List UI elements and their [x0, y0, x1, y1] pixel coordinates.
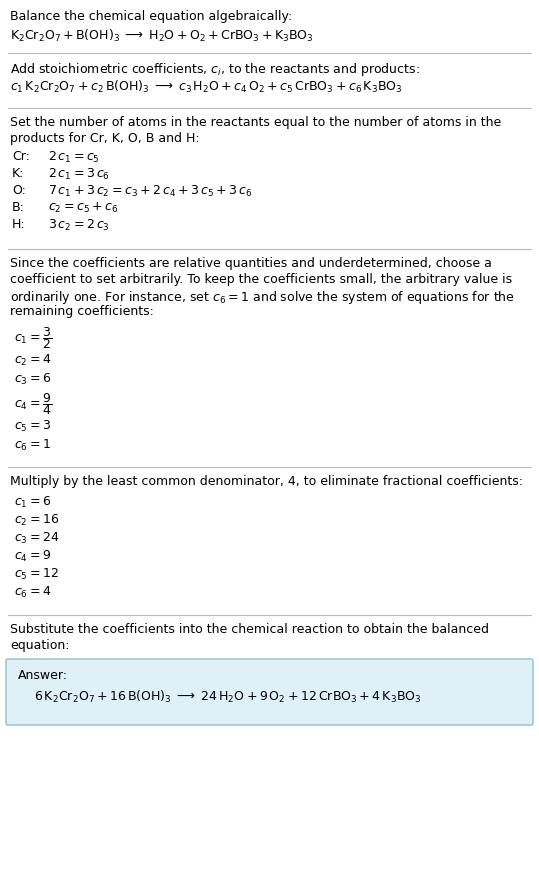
Text: $6\, \mathrm{K_2Cr_2O_7} + 16\, \mathrm{B(OH)_3} \;\longrightarrow\; 24\, \mathr: $6\, \mathrm{K_2Cr_2O_7} + 16\, \mathrm{… [34, 689, 421, 705]
Text: B:: B: [12, 201, 25, 214]
Text: $c_3 = 24$: $c_3 = 24$ [14, 531, 59, 546]
Text: ordinarily one. For instance, set $c_6 = 1$ and solve the system of equations fo: ordinarily one. For instance, set $c_6 =… [10, 289, 515, 306]
Text: K:: K: [12, 167, 24, 180]
FancyBboxPatch shape [6, 659, 533, 725]
Text: O:: O: [12, 184, 26, 197]
Text: Balance the chemical equation algebraically:: Balance the chemical equation algebraica… [10, 10, 292, 23]
Text: $3\,c_2 = 2\,c_3$: $3\,c_2 = 2\,c_3$ [48, 218, 110, 233]
Text: $c_2 = c_5 + c_6$: $c_2 = c_5 + c_6$ [48, 201, 118, 215]
Text: Multiply by the least common denominator, 4, to eliminate fractional coefficient: Multiply by the least common denominator… [10, 475, 523, 488]
Text: $7\,c_1 + 3\,c_2 = c_3 + 2\,c_4 + 3\,c_5 + 3\,c_6$: $7\,c_1 + 3\,c_2 = c_3 + 2\,c_4 + 3\,c_5… [48, 184, 252, 199]
Text: Since the coefficients are relative quantities and underdetermined, choose a: Since the coefficients are relative quan… [10, 257, 492, 270]
Text: products for Cr, K, O, B and H:: products for Cr, K, O, B and H: [10, 132, 199, 145]
Text: $c_4 = 9$: $c_4 = 9$ [14, 549, 51, 564]
Text: Answer:: Answer: [18, 669, 68, 682]
Text: H:: H: [12, 218, 26, 231]
Text: $c_6 = 1$: $c_6 = 1$ [14, 438, 51, 453]
Text: $c_5 = 12$: $c_5 = 12$ [14, 567, 59, 582]
Text: $\mathrm{K_2Cr_2O_7} + \mathrm{B(OH)_3} \;\longrightarrow\; \mathrm{H_2O} + \mat: $\mathrm{K_2Cr_2O_7} + \mathrm{B(OH)_3} … [10, 28, 314, 44]
Text: $2\,c_1 = c_5$: $2\,c_1 = c_5$ [48, 150, 100, 165]
Text: $c_2 = 4$: $c_2 = 4$ [14, 353, 51, 368]
Text: $c_2 = 16$: $c_2 = 16$ [14, 513, 59, 528]
Text: Substitute the coefficients into the chemical reaction to obtain the balanced: Substitute the coefficients into the che… [10, 623, 489, 636]
Text: $c_6 = 4$: $c_6 = 4$ [14, 585, 51, 600]
Text: remaining coefficients:: remaining coefficients: [10, 305, 154, 318]
Text: equation:: equation: [10, 639, 70, 652]
Text: $c_5 = 3$: $c_5 = 3$ [14, 419, 51, 434]
Text: $c_1 = 6$: $c_1 = 6$ [14, 495, 51, 510]
Text: Add stoichiometric coefficients, $c_i$, to the reactants and products:: Add stoichiometric coefficients, $c_i$, … [10, 61, 420, 78]
Text: coefficient to set arbitrarily. To keep the coefficients small, the arbitrary va: coefficient to set arbitrarily. To keep … [10, 273, 512, 286]
Text: $c_1 = \dfrac{3}{2}$: $c_1 = \dfrac{3}{2}$ [14, 325, 52, 351]
Text: $c_1\, \mathrm{K_2Cr_2O_7} + c_2\, \mathrm{B(OH)_3} \;\longrightarrow\; c_3\, \m: $c_1\, \mathrm{K_2Cr_2O_7} + c_2\, \math… [10, 79, 403, 95]
Text: $c_3 = 6$: $c_3 = 6$ [14, 372, 51, 387]
Text: Set the number of atoms in the reactants equal to the number of atoms in the: Set the number of atoms in the reactants… [10, 116, 501, 129]
Text: $c_4 = \dfrac{9}{4}$: $c_4 = \dfrac{9}{4}$ [14, 391, 52, 417]
Text: $2\,c_1 = 3\,c_6$: $2\,c_1 = 3\,c_6$ [48, 167, 110, 182]
Text: Cr:: Cr: [12, 150, 30, 163]
